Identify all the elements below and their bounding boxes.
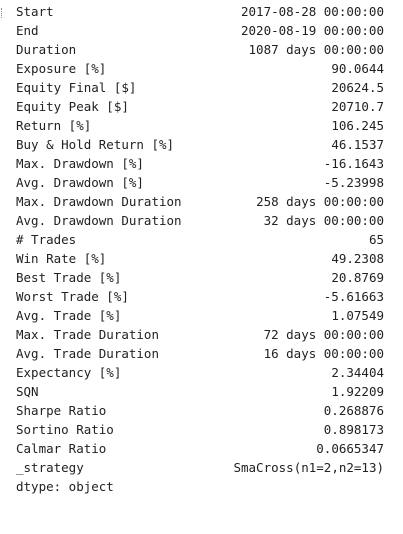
stat-key: SQN	[16, 384, 39, 399]
dtype-footer-row: dtype: object	[0, 477, 403, 496]
stat-key: Return [%]	[16, 118, 92, 133]
stat-key: Max. Drawdown [%]	[16, 156, 144, 171]
stat-key: Avg. Trade Duration	[16, 346, 159, 361]
stat-row-trades: # Trades 65	[0, 230, 403, 249]
stat-value: 1.07549	[331, 308, 384, 323]
stat-key: Equity Peak [$]	[16, 99, 129, 114]
stat-row-avg-drawdown-duration: Avg. Drawdown Duration 32 days 00:00:00	[0, 211, 403, 230]
stat-key: # Trades	[16, 232, 77, 247]
stat-key: Avg. Trade [%]	[16, 308, 122, 323]
stat-value: 20.8769	[331, 270, 384, 285]
stat-row-avg-trade: Avg. Trade [%] 1.07549	[0, 306, 403, 325]
stat-key: Win Rate [%]	[16, 251, 107, 266]
stat-value: 2017-08-28 00:00:00	[241, 4, 384, 19]
stat-value: 0.0665347	[316, 441, 384, 456]
stat-row-avg-drawdown: Avg. Drawdown [%] -5.23998	[0, 173, 403, 192]
cell-edge-marker	[1, 8, 4, 18]
stat-row-equity-final: Equity Final [$] 20624.5	[0, 78, 403, 97]
stat-value: -16.1643	[323, 156, 384, 171]
stat-row-buy-hold-return: Buy & Hold Return [%] 46.1537	[0, 135, 403, 154]
stat-row-equity-peak: Equity Peak [$] 20710.7	[0, 97, 403, 116]
stat-value: 20624.5	[331, 80, 384, 95]
stat-row-max-drawdown: Max. Drawdown [%] -16.1643	[0, 154, 403, 173]
stats-output: Start 2017-08-28 00:00:00 End 2020-08-19…	[0, 2, 403, 496]
stat-value: 16 days 00:00:00	[263, 346, 384, 361]
stat-value: 65	[368, 232, 384, 247]
stat-row-sharpe-ratio: Sharpe Ratio 0.268876	[0, 401, 403, 420]
stat-value: 2.34404	[331, 365, 384, 380]
stat-value: -5.23998	[323, 175, 384, 190]
stat-key: Worst Trade [%]	[16, 289, 129, 304]
stat-key: Avg. Drawdown Duration	[16, 213, 182, 228]
stat-key: Buy & Hold Return [%]	[16, 137, 175, 152]
stat-row-calmar-ratio: Calmar Ratio 0.0665347	[0, 439, 403, 458]
stat-key: Equity Final [$]	[16, 80, 137, 95]
stat-row-best-trade: Best Trade [%] 20.8769	[0, 268, 403, 287]
stat-value: 2020-08-19 00:00:00	[241, 23, 384, 38]
stat-key: Calmar Ratio	[16, 441, 107, 456]
stat-key: Avg. Drawdown [%]	[16, 175, 144, 190]
stat-row-sqn: SQN 1.92209	[0, 382, 403, 401]
stat-row-avg-trade-duration: Avg. Trade Duration 16 days 00:00:00	[0, 344, 403, 363]
stat-row-start: Start 2017-08-28 00:00:00	[0, 2, 403, 21]
stat-row-max-trade-duration: Max. Trade Duration 72 days 00:00:00	[0, 325, 403, 344]
stat-row-max-drawdown-duration: Max. Drawdown Duration 258 days 00:00:00	[0, 192, 403, 211]
stat-key: Duration	[16, 42, 77, 57]
stat-value: 258 days 00:00:00	[256, 194, 384, 209]
stat-key: Max. Drawdown Duration	[16, 194, 182, 209]
stat-value: 0.898173	[323, 422, 384, 437]
stat-row-strategy: _strategy SmaCross(n1=2,n2=13)	[0, 458, 403, 477]
stat-row-exposure: Exposure [%] 90.0644	[0, 59, 403, 78]
stat-value: 106.245	[331, 118, 384, 133]
stat-value: 72 days 00:00:00	[263, 327, 384, 342]
stat-key: End	[16, 23, 39, 38]
stat-key: Sharpe Ratio	[16, 403, 107, 418]
stat-value: 49.2308	[331, 251, 384, 266]
stat-value: 90.0644	[331, 61, 384, 76]
dtype-footer: dtype: object	[16, 479, 114, 494]
stat-key: Sortino Ratio	[16, 422, 114, 437]
stat-value: 46.1537	[331, 137, 384, 152]
stat-value: 1087 days 00:00:00	[248, 42, 384, 57]
stat-key: Exposure [%]	[16, 61, 107, 76]
stat-row-expectancy: Expectancy [%] 2.34404	[0, 363, 403, 382]
stat-row-return: Return [%] 106.245	[0, 116, 403, 135]
stat-row-end: End 2020-08-19 00:00:00	[0, 21, 403, 40]
stat-value: 32 days 00:00:00	[263, 213, 384, 228]
stat-value: SmaCross(n1=2,n2=13)	[233, 460, 384, 475]
stat-value: 1.92209	[331, 384, 384, 399]
stat-row-sortino-ratio: Sortino Ratio 0.898173	[0, 420, 403, 439]
stat-key: Best Trade [%]	[16, 270, 122, 285]
stat-key: _strategy	[16, 460, 84, 475]
stat-value: -5.61663	[323, 289, 384, 304]
stat-row-worst-trade: Worst Trade [%] -5.61663	[0, 287, 403, 306]
stat-key: Expectancy [%]	[16, 365, 122, 380]
stat-key: Max. Trade Duration	[16, 327, 159, 342]
stat-value: 20710.7	[331, 99, 384, 114]
stat-value: 0.268876	[323, 403, 384, 418]
stat-row-win-rate: Win Rate [%] 49.2308	[0, 249, 403, 268]
stat-key: Start	[16, 4, 54, 19]
stat-row-duration: Duration 1087 days 00:00:00	[0, 40, 403, 59]
